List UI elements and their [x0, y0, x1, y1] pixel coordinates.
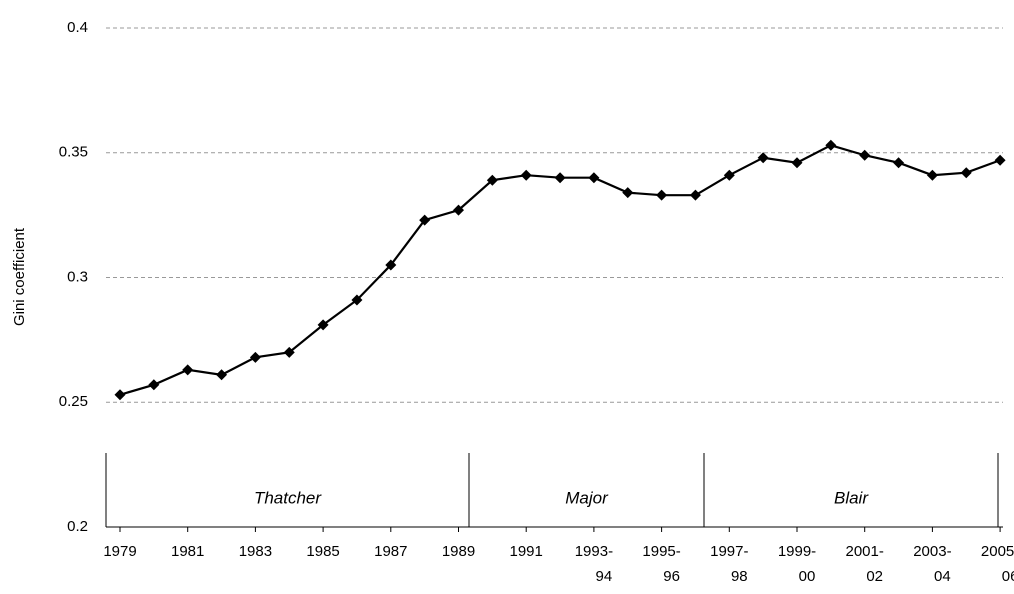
data-point: [114, 389, 126, 401]
data-point: [317, 319, 329, 331]
y-tick-label: 0.35: [59, 144, 88, 161]
x-tick-label-line: 96: [663, 568, 680, 585]
data-point: [351, 294, 363, 306]
data-point: [791, 157, 803, 169]
data-point: [689, 189, 701, 201]
x-tick-label: 1981: [171, 543, 204, 560]
data-point: [385, 259, 397, 271]
data-point: [554, 172, 566, 184]
x-tick-label: 1987: [374, 543, 407, 560]
data-point: [825, 139, 837, 151]
data-point: [859, 149, 871, 161]
x-tick-label-line: 02: [866, 568, 883, 585]
x-tick-label: 2001- 02: [846, 543, 884, 585]
data-point: [960, 167, 972, 179]
x-tick-label: 1983: [239, 543, 272, 560]
x-tick-label-line: 06: [1002, 568, 1014, 585]
x-tick-label-line: 04: [934, 568, 951, 585]
x-tick-label: 2003- 04: [913, 543, 951, 585]
x-tick-label-line: 2003-: [913, 543, 951, 560]
y-tick-label: 0.25: [59, 393, 88, 410]
y-tick-label: 0.2: [67, 518, 88, 535]
x-tick-label-line: 00: [799, 568, 816, 585]
data-point: [249, 351, 261, 363]
y-axis-title: Gini coefficient: [11, 227, 28, 326]
x-tick-label-line: 2005-: [981, 543, 1014, 560]
x-tick-label: 1989: [442, 543, 475, 560]
data-point: [486, 174, 498, 186]
data-point: [994, 154, 1006, 166]
data-point: [588, 172, 600, 184]
x-tick-label: 1997- 98: [710, 543, 748, 585]
data-point: [182, 364, 194, 376]
x-tick-label-line: 98: [731, 568, 748, 585]
x-tick-label-line: 2001-: [846, 543, 884, 560]
x-tick-label-line: 1993-: [575, 543, 613, 560]
data-point: [216, 369, 228, 381]
period-label: Major: [565, 488, 609, 507]
period-label: Blair: [834, 488, 869, 507]
data-point: [283, 346, 295, 358]
data-point: [926, 169, 938, 181]
x-tick-label: 1979: [103, 543, 136, 560]
data-point: [622, 187, 634, 199]
data-point: [520, 169, 532, 181]
x-tick-label: 2005- 06: [981, 543, 1014, 585]
x-tick-label: 1999- 00: [778, 543, 816, 585]
x-tick-label-line: 94: [596, 568, 613, 585]
period-label: Thatcher: [254, 488, 322, 507]
data-point: [419, 214, 431, 226]
x-tick-label: 1993- 94: [575, 543, 613, 585]
data-point: [453, 204, 464, 216]
x-tick-label-line: 1997-: [710, 543, 748, 560]
data-point: [893, 157, 905, 169]
y-tick-label: 0.3: [67, 268, 88, 285]
x-tick-label: 1991: [510, 543, 543, 560]
y-tick-label: 0.4: [67, 19, 88, 36]
x-tick-label: 1995- 96: [642, 543, 680, 585]
data-point: [757, 152, 769, 164]
data-point: [148, 379, 160, 391]
x-tick-label-line: 1999-: [778, 543, 816, 560]
data-point: [723, 169, 735, 181]
x-tick-label-line: 1995-: [642, 543, 680, 560]
data-point: [656, 189, 668, 201]
x-tick-label: 1985: [306, 543, 339, 560]
